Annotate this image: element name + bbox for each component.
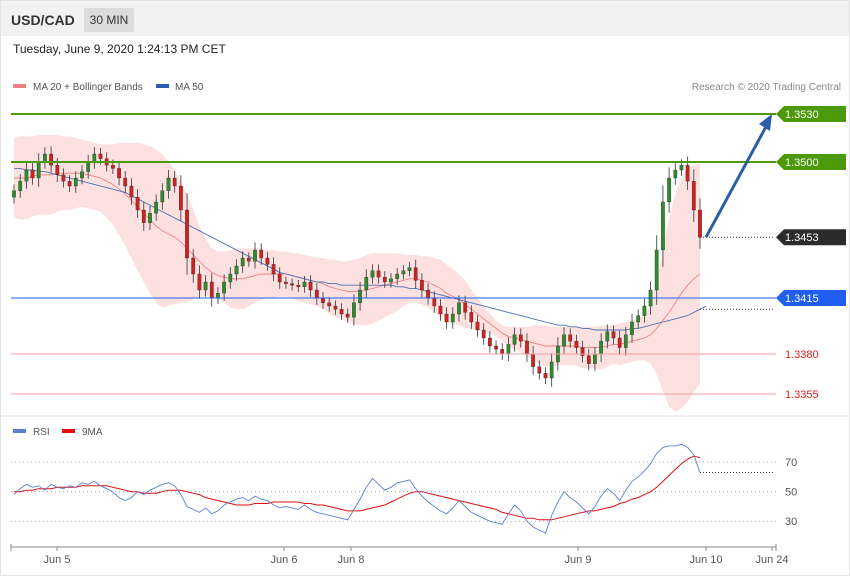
symbol-title: USD/CAD: [11, 12, 75, 28]
chart-timestamp: Tuesday, June 9, 2020 1:24:13 PM CET: [13, 42, 226, 56]
timeframe-badge[interactable]: 30 MIN: [84, 8, 134, 32]
chart-header: USD/CAD 30 MIN: [1, 1, 849, 36]
